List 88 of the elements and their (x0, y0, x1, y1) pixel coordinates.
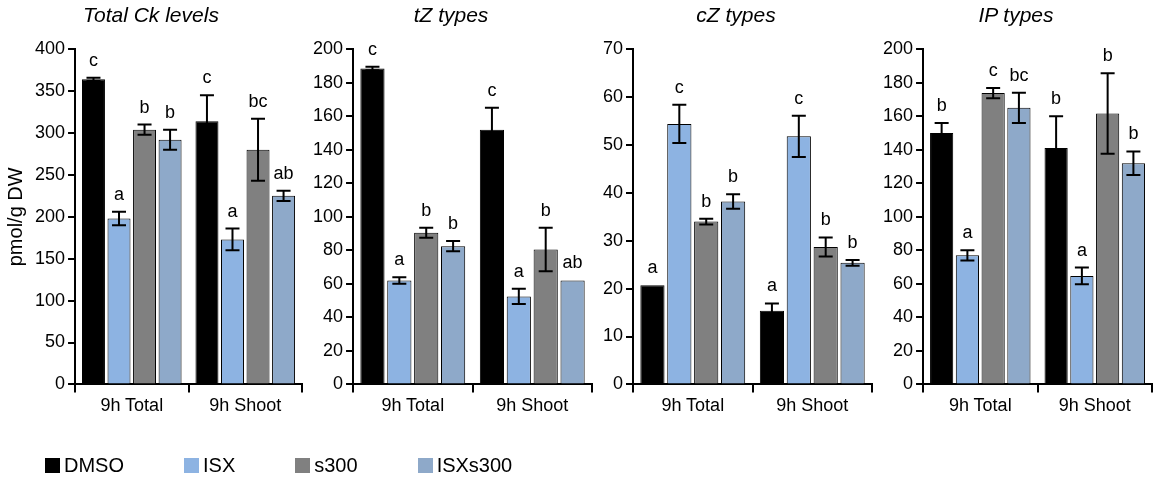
y-tick-label: 300 (34, 121, 66, 142)
legend-label: s300 (314, 454, 358, 477)
x-tick-label: 9h Shoot (776, 395, 849, 416)
data-label: b (1102, 45, 1113, 66)
legend-label: DMSO (64, 454, 124, 477)
data-label: b (448, 213, 459, 234)
data-label: b (421, 199, 432, 220)
data-label: b (728, 166, 739, 187)
legend-label: ISXs300 (436, 454, 513, 477)
data-label: b (701, 190, 712, 211)
y-tick-label: 0 (613, 373, 624, 394)
data-label: b (820, 209, 831, 230)
y-tick-label: 20 (893, 339, 914, 360)
y-tick-label: 200 (882, 38, 914, 59)
data-label: c (988, 60, 998, 81)
data-label: b (139, 96, 150, 117)
chart-title: tZ types (413, 3, 489, 27)
y-tick-label: 40 (323, 306, 344, 327)
y-tick-label: 180 (882, 71, 914, 92)
data-label: a (962, 222, 974, 243)
x-tick-label: 9h Total (100, 395, 164, 416)
y-tick-label: 30 (602, 229, 624, 250)
chart-title: cZ types (696, 3, 777, 27)
y-tick-label: 0 (55, 373, 66, 394)
y-tick-label: 40 (893, 306, 914, 327)
data-label: a (647, 257, 659, 278)
y-tick-label: 20 (602, 277, 624, 298)
data-label: c (88, 49, 98, 70)
x-tick-label: 9h Shoot (1058, 395, 1131, 416)
data-label: a (513, 260, 525, 281)
data-label: b (1128, 123, 1139, 144)
data-label: a (394, 249, 406, 270)
x-tick-label: 9h Shoot (496, 395, 569, 416)
y-tick-label: 60 (602, 86, 624, 107)
data-label: b (847, 231, 858, 252)
y-tick-label: 400 (34, 38, 66, 59)
data-label: a (227, 200, 239, 221)
y-tick-label: 10 (602, 325, 624, 346)
y-tick-label: 160 (882, 105, 914, 126)
data-label: a (114, 183, 125, 204)
y-tick-label: 120 (882, 172, 914, 193)
data-label: b (1051, 88, 1062, 109)
y-tick-label: 180 (312, 71, 344, 92)
chart-title: IP types (978, 3, 1055, 27)
data-label: c (674, 76, 684, 97)
y-tick-label: 50 (45, 331, 66, 352)
y-tick-label: 200 (312, 38, 344, 59)
data-label: c (367, 38, 377, 59)
y-tick-label: 200 (34, 205, 66, 226)
data-label: b (165, 101, 176, 122)
y-tick-label: 100 (34, 289, 66, 310)
data-label: bc (248, 90, 268, 111)
y-tick-label: 60 (323, 272, 344, 293)
y-tick-label: 140 (882, 138, 914, 159)
y-tick-label: 120 (312, 172, 344, 193)
data-label: b (540, 199, 551, 220)
y-tick-label: 80 (323, 239, 344, 260)
y-tick-label: 0 (903, 373, 914, 394)
y-tick-label: 100 (882, 205, 914, 226)
data-label: a (766, 275, 778, 296)
chart-title: Total Ck levels (83, 3, 220, 27)
y-tick-label: 100 (312, 205, 344, 226)
y-tick-label: 70 (602, 38, 624, 59)
data-label: b (936, 94, 947, 115)
x-tick-label: 9h Total (381, 395, 445, 416)
y-tick-label: 350 (34, 80, 66, 101)
y-tick-label: 0 (333, 373, 344, 394)
y-tick-label: 160 (312, 105, 344, 126)
data-label: c (794, 87, 804, 108)
data-label: c (487, 79, 497, 100)
y-axis-title: pmol/g DW (3, 167, 26, 267)
y-tick-label: 150 (34, 247, 66, 268)
y-tick-label: 60 (893, 272, 914, 293)
y-tick-label: 20 (323, 339, 344, 360)
x-tick-label: 9h Total (948, 395, 1012, 416)
x-tick-label: 9h Total (661, 395, 725, 416)
y-tick-label: 250 (34, 163, 66, 184)
y-tick-label: 140 (312, 138, 344, 159)
data-label: ab (273, 162, 294, 183)
y-tick-label: 80 (893, 239, 914, 260)
data-label: bc (1009, 64, 1029, 85)
y-tick-label: 50 (602, 133, 624, 154)
data-label: c (202, 67, 212, 88)
y-tick-label: 40 (602, 181, 624, 202)
legend-label: ISX (203, 454, 236, 477)
x-tick-label: 9h Shoot (209, 395, 282, 416)
data-label: a (1076, 239, 1088, 260)
data-label: ab (562, 252, 583, 273)
